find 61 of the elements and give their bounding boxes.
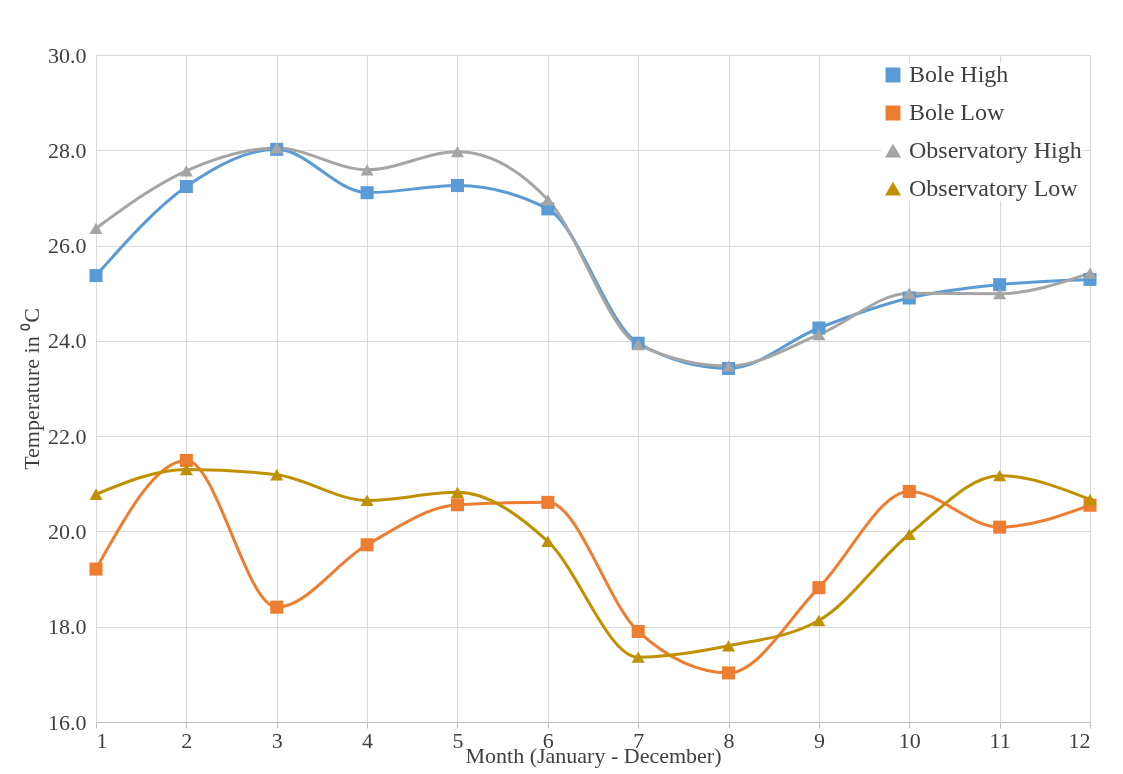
point xyxy=(360,494,374,507)
point xyxy=(812,329,826,341)
point xyxy=(541,495,555,509)
point xyxy=(360,186,374,200)
point xyxy=(270,600,284,614)
y-tick-label: 20.0 xyxy=(48,518,87,544)
point xyxy=(360,538,374,552)
y-tick-label: 26.0 xyxy=(48,233,87,259)
point xyxy=(450,486,464,499)
y-tick-label: 28.0 xyxy=(48,137,87,163)
x-tick-label: 2 xyxy=(181,727,193,753)
x-tick-label: 3 xyxy=(271,727,283,753)
point xyxy=(902,528,916,540)
point xyxy=(631,651,645,663)
x-tick-label: 12 xyxy=(1068,727,1091,753)
point xyxy=(812,581,826,595)
point xyxy=(450,498,464,512)
x-tick-label: 10 xyxy=(898,727,921,753)
point xyxy=(902,287,916,299)
point xyxy=(1083,493,1097,506)
point xyxy=(270,469,284,481)
legend-label: Observatory High xyxy=(909,137,1082,163)
x-tick-label: 11 xyxy=(989,727,1011,753)
point xyxy=(993,520,1007,534)
point xyxy=(993,288,1007,300)
y-tick-label: 30.0 xyxy=(48,42,87,68)
point xyxy=(541,535,555,548)
point xyxy=(89,269,103,283)
x-tick-label: 9 xyxy=(813,727,825,753)
point xyxy=(360,164,374,176)
point xyxy=(1083,267,1097,279)
point xyxy=(993,470,1007,482)
legend-label: Bole Low xyxy=(909,99,1005,125)
point xyxy=(179,165,193,177)
legend-label: Bole High xyxy=(909,61,1009,87)
point xyxy=(179,463,193,476)
point xyxy=(993,278,1007,292)
y-tick-label: 16.0 xyxy=(48,709,87,735)
point xyxy=(179,453,193,467)
y-tick-label: 22.0 xyxy=(48,423,87,449)
point xyxy=(450,179,464,193)
y-axis-title: Temperature in ⁰C xyxy=(19,308,44,470)
point xyxy=(722,666,736,680)
point xyxy=(89,488,103,500)
point xyxy=(902,484,916,498)
x-tick-label: 8 xyxy=(723,727,735,753)
legend-label: Observatory Low xyxy=(909,175,1079,201)
point xyxy=(89,222,103,235)
x-tick-label: 5 xyxy=(452,727,464,753)
y-tick-label: 24.0 xyxy=(48,328,87,354)
point xyxy=(722,640,736,652)
point xyxy=(812,321,826,335)
point xyxy=(450,146,464,158)
x-tick-label: 1 xyxy=(96,727,108,753)
point xyxy=(89,562,103,576)
point xyxy=(631,624,645,638)
point xyxy=(812,614,826,627)
x-tick-label: 4 xyxy=(362,727,374,753)
point xyxy=(179,179,193,194)
point xyxy=(541,194,555,206)
y-tick-label: 18.0 xyxy=(48,614,87,640)
